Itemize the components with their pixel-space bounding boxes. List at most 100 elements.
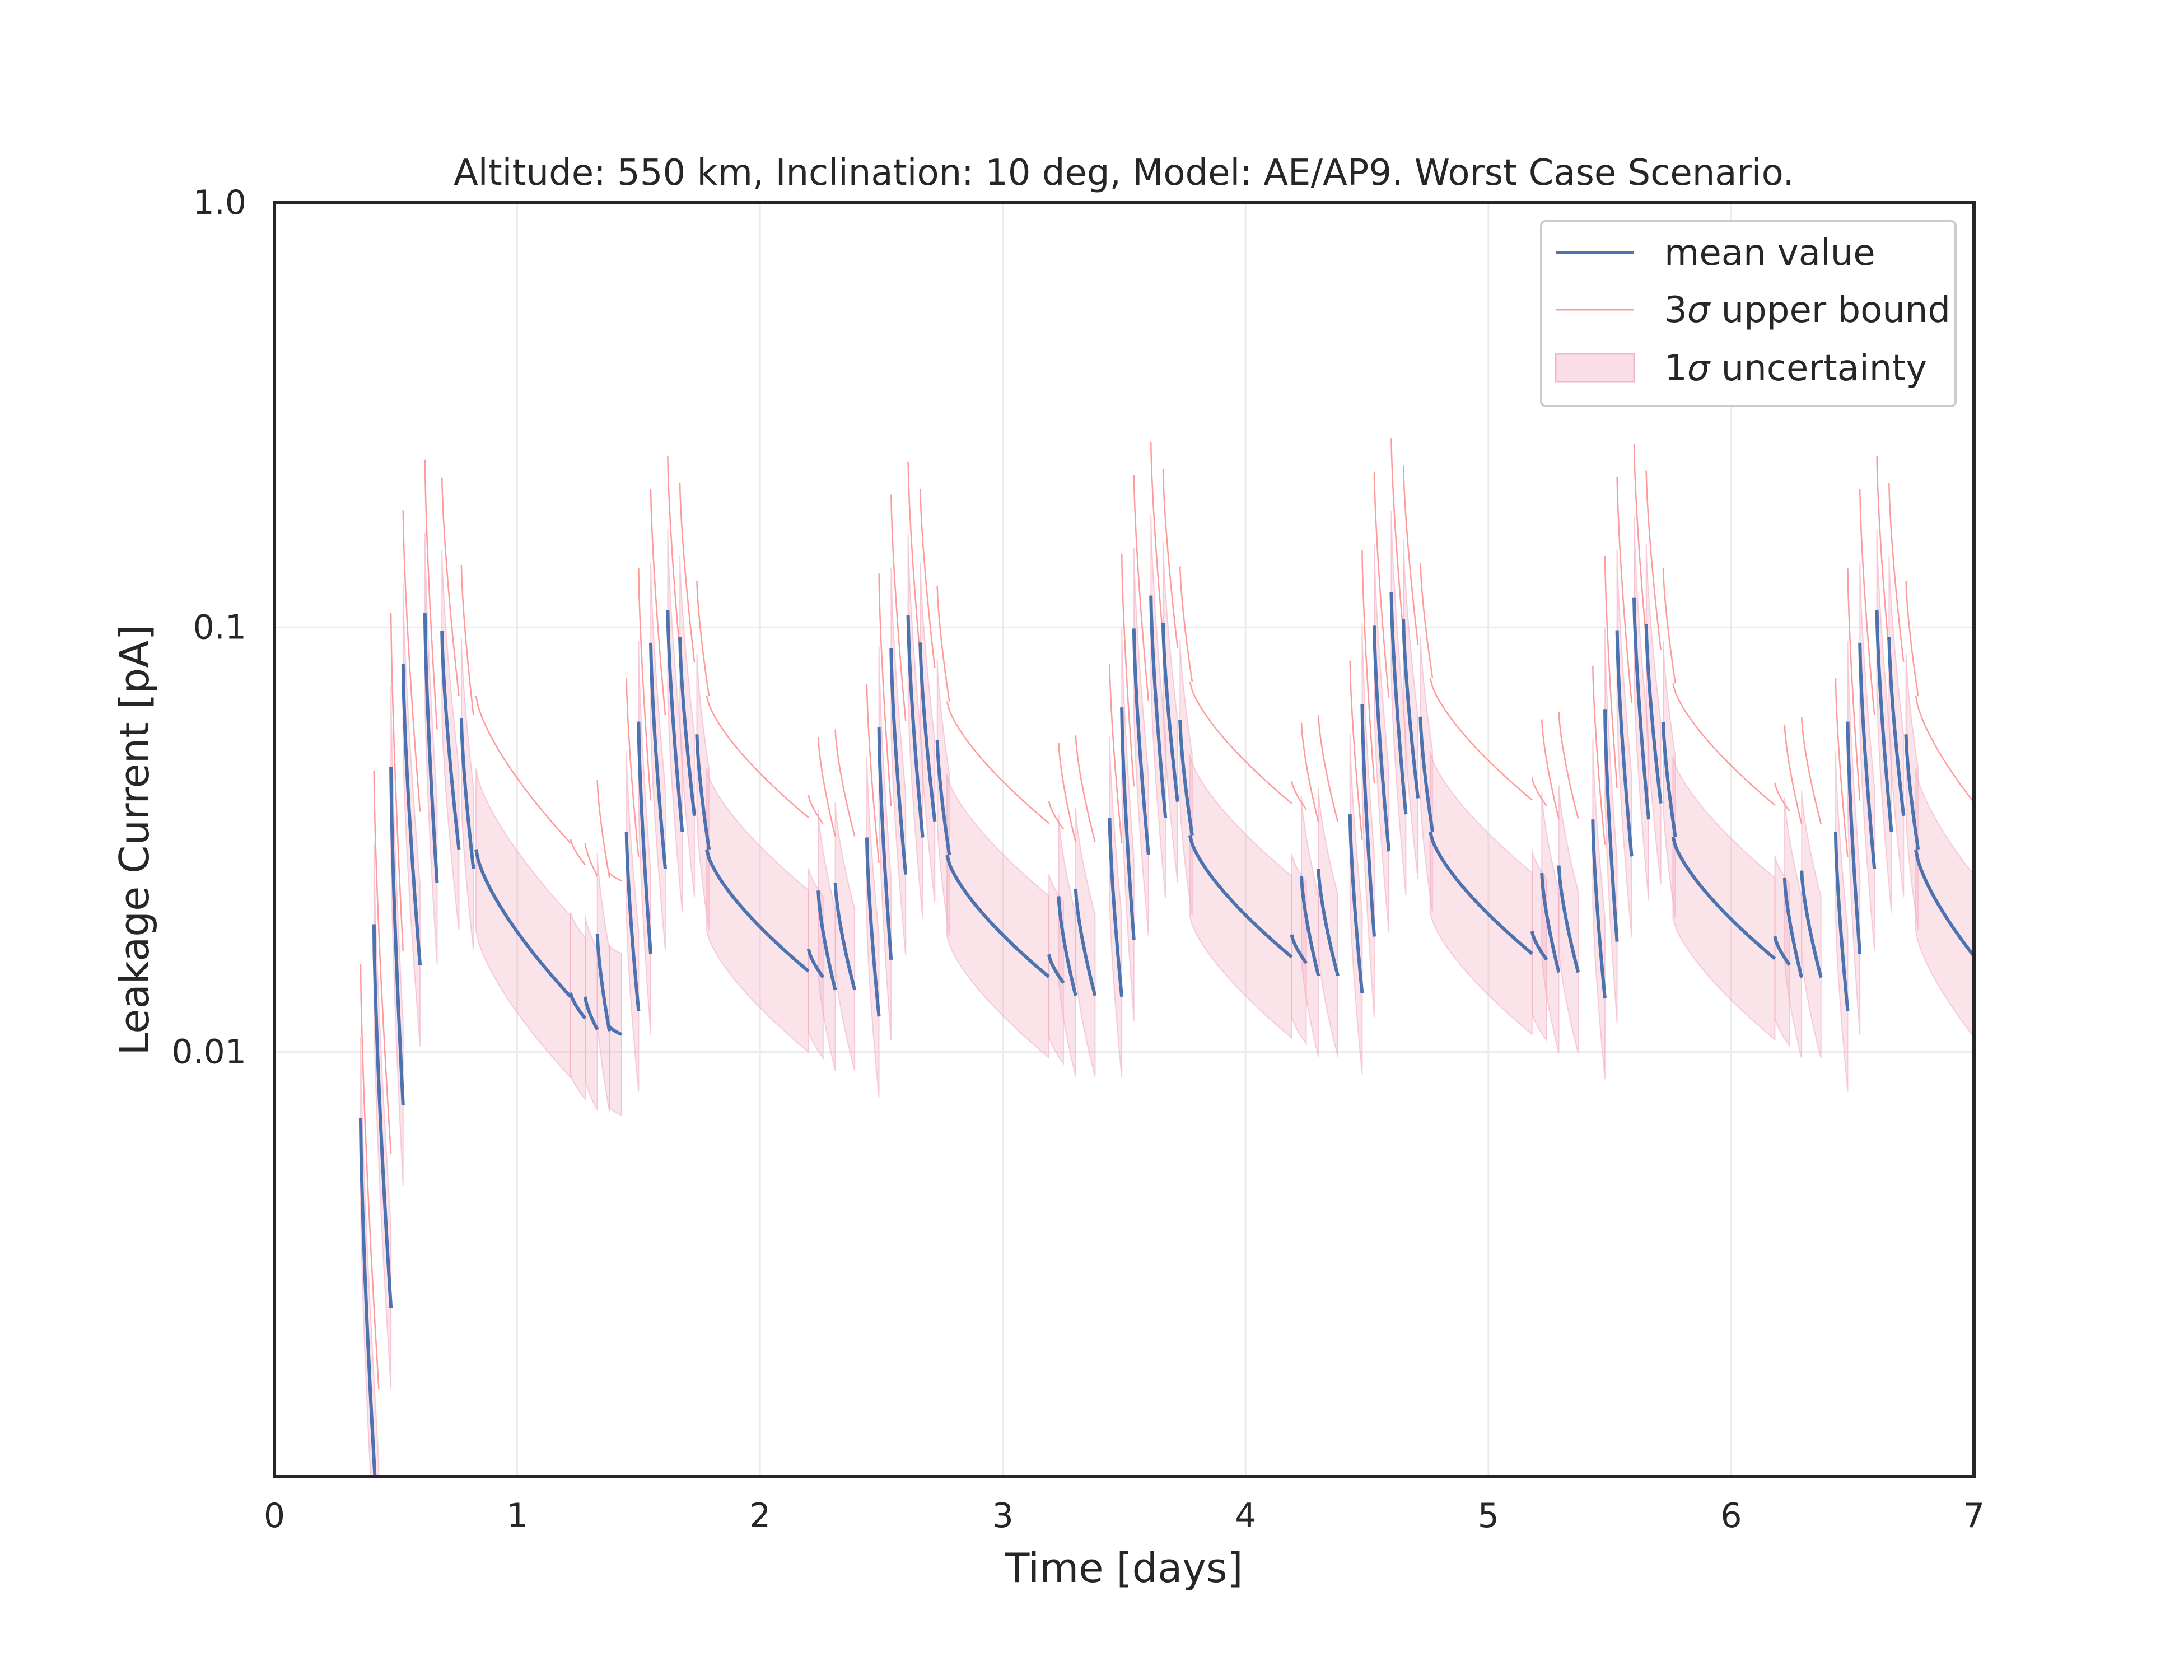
sigma3-line-segment [475,696,571,844]
sigma3-line-segment [460,564,474,716]
mean-line-segment [1833,832,1850,1011]
sigma3-line-segment [1859,489,1875,716]
mean-line-segment [1120,707,1136,940]
x-tick-label: 6 [1720,1496,1742,1536]
sigma3-line-segment [1592,665,1606,845]
mean-line-segment [423,613,439,884]
sigma3-line-segment [866,684,880,864]
sigma3-line-segment [1662,568,1676,684]
mean-line-segment [1047,954,1065,984]
mean-line-segment [1557,865,1580,973]
sigma3-line-segment [1318,715,1339,823]
mean-line-group [358,592,1974,1477]
sigma3-line-segment [1300,722,1319,823]
sigma1-band-segment [1634,516,1649,900]
sigma3-line-segment [1645,470,1662,650]
mean-line-segment [816,890,837,991]
mean-line-segment [1875,609,1893,832]
sigma1-band-segment [1075,808,1096,1077]
sigma3-line-segment [1531,777,1547,807]
x-tick-label: 4 [1235,1496,1256,1536]
sigma3-line-segment [1774,782,1790,812]
y-axis-label: Leakage Current [pA] [111,624,158,1055]
gridlines [274,203,1974,1477]
mean-line-segment [1132,628,1150,855]
x-axis-ticks: 0 1 2 3 4 5 6 7 [264,1496,1985,1536]
sigma3-line-segment [650,489,666,716]
mean-line-segment [649,642,667,869]
sigma3-line-segment [936,586,950,702]
sigma1-band-segment [1645,543,1662,885]
sigma3-line-segment [1616,477,1632,703]
sigma3-line-segment [1800,717,1822,824]
sigma3-line-segment [1058,743,1077,842]
legend-upper-label: 3σ upper bound [1664,290,1950,331]
legend: mean value 3σ upper bound 1σ uncertainty [1540,220,1957,407]
sigma3-line-segment [1291,781,1307,810]
sigma3-line-segment [1402,465,1419,645]
mean-line-segment [1074,888,1097,996]
sigma1-band-segment [890,567,907,955]
mean-line-segment [1632,597,1650,820]
sigma3-line-segment [1915,696,1974,804]
sigma1-band-segment [1058,815,1076,1077]
y-tick-label: 0.01 [171,1033,246,1072]
mean-line-segment [1671,836,1776,960]
mean-line-segment [1057,896,1077,996]
mean-line-segment [358,1118,377,1477]
mean-line-segment [1402,619,1420,799]
sigma3-line-segment [1162,469,1179,648]
mean-line-segment [806,948,825,979]
x-tick-label: 2 [749,1496,771,1536]
sigma1-band-segment [907,534,923,918]
sigma3-line-segment [817,736,836,837]
legend-band-label: 1σ uncertainty [1664,348,1927,389]
mean-line-segment [474,849,572,998]
sigma3-line-segment [1541,719,1560,819]
sigma1-band-segment [1915,768,1974,1038]
mean-line-segment [624,832,641,1011]
sigma3-line-group [360,438,1974,1389]
sigma1-band-segment [706,768,809,1053]
sigma3-line-segment [1672,683,1776,806]
sigma1-band-segment [1301,795,1319,1057]
sigma3-line-segment [1558,712,1579,819]
sigma3-line-segment [390,613,404,952]
mean-line-segment [1644,624,1663,804]
sigma1-band-segment [920,561,936,903]
sigma1-band-segment [1150,515,1166,899]
sigma3-line-segment [1075,735,1096,842]
sigma3-line-segment [1420,563,1434,679]
sigma3-line-segment [1847,568,1861,801]
sigma1-band-segment [818,809,836,1071]
sigma1-band-segment [1801,790,1822,1059]
sigma1-band-segment [1133,548,1149,936]
plot-frame [273,201,1976,1478]
mean-line-segment [1149,595,1168,818]
sigma3-line-segment [696,580,710,696]
mean-line-segment [1317,869,1340,977]
sigma1-band-segment [1390,511,1407,895]
sigma3-line-segment [1429,678,1533,801]
sigma3-line-segment [596,780,610,878]
sigma3-line-segment [638,568,652,801]
sigma1-band-segment [1784,797,1803,1059]
sigma3-line-segment [1835,678,1849,858]
legend-upper-prefix: 3 [1664,290,1687,331]
mean-line-segment [1773,936,1791,966]
sigma1-band-segment [946,774,1050,1059]
mean-line-segment [1389,592,1408,815]
mean-line-segment [1782,878,1804,978]
mean-line-segment [637,721,652,955]
mean-line-segment [459,718,475,869]
mean-line-segment [595,934,612,1032]
mean-line-segment [1161,622,1179,802]
mean-line-segment [401,664,422,966]
sigma1-band-group [360,511,1974,1477]
sigma1-band-segment [441,550,460,931]
legend-band-sigma: σ [1687,348,1711,389]
sigma3-line-segment [834,729,856,837]
legend-mean-label: mean value [1664,232,1875,274]
mean-line-segment [945,855,1051,978]
